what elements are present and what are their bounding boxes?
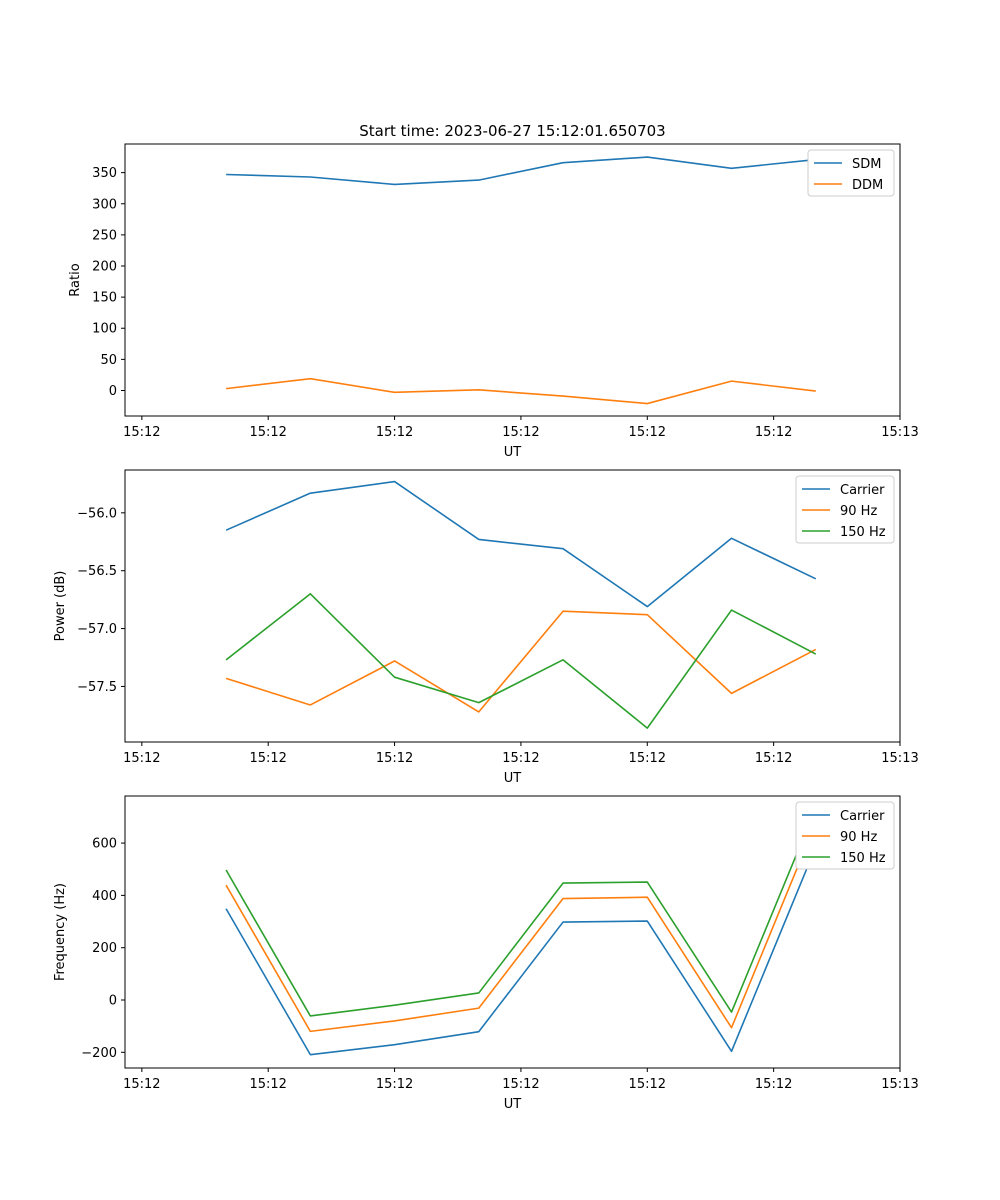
axes-frame bbox=[124, 469, 901, 743]
axes-2: 15:12 15:12 15:12 15:12 15:12 15:12 15:13 −57.5… bbox=[53, 469, 919, 786]
y-tick-label: −57.0 bbox=[77, 622, 117, 637]
x-tick-label: 15:12 bbox=[123, 751, 160, 766]
y-tick-label: −56.5 bbox=[77, 564, 117, 579]
legend: Carrier 90 Hz 150 Hz bbox=[795, 801, 895, 870]
y-tick-label: 0 bbox=[109, 994, 117, 1009]
series-line-90-hz bbox=[225, 610, 817, 713]
legend-entry-label: 150 Hz bbox=[840, 851, 886, 866]
x-tick-label: 15:12 bbox=[629, 425, 666, 440]
axes-3: 15:12 15:12 15:12 15:12 15:12 15:12 15:13 −200 0… bbox=[53, 795, 919, 1112]
y-tick-label: 100 bbox=[92, 322, 117, 337]
axes-1: 15:12 15:12 15:12 15:12 15:12 15:12 15:13 0 50 10… bbox=[68, 143, 919, 460]
series-line-carrier bbox=[225, 480, 817, 608]
axes-frame bbox=[124, 143, 901, 417]
y-tick-label: 200 bbox=[92, 259, 117, 274]
figure-title: Start time: 2023-06-27 15:12:01.650703 bbox=[359, 122, 665, 140]
series-line-150-hz bbox=[225, 807, 817, 1017]
x-tick-label: 15:12 bbox=[755, 751, 792, 766]
series-line-carrier bbox=[225, 846, 817, 1056]
x-tick-label: 15:13 bbox=[881, 1077, 918, 1092]
y-axis-label: Frequency (Hz) bbox=[53, 883, 68, 981]
legend: SDM DDM bbox=[807, 149, 895, 197]
y-axis-label: Power (dB) bbox=[53, 571, 68, 642]
y-tick-label: −57.5 bbox=[77, 680, 117, 695]
y-tick-label: 0 bbox=[109, 384, 117, 399]
x-tick-label: 15:12 bbox=[629, 1077, 666, 1092]
x-axis-label: UT bbox=[504, 771, 522, 786]
x-tick-label: 15:12 bbox=[123, 425, 160, 440]
x-axis-label: UT bbox=[504, 445, 522, 460]
legend-entry-label: SDM bbox=[852, 157, 881, 172]
series-line-90-hz bbox=[225, 822, 817, 1033]
x-tick-label: 15:12 bbox=[502, 1077, 539, 1092]
y-tick-label: 250 bbox=[92, 228, 117, 243]
y-tick-label: 300 bbox=[92, 197, 117, 212]
y-tick-label: −200 bbox=[81, 1046, 117, 1061]
legend-entry-label: 150 Hz bbox=[840, 525, 886, 540]
legend-entry-label: Carrier bbox=[840, 483, 885, 498]
x-tick-label: 15:12 bbox=[755, 425, 792, 440]
y-axis-label: Ratio bbox=[68, 263, 83, 296]
x-tick-label: 15:12 bbox=[376, 425, 413, 440]
axes-container: 15:12 15:12 15:12 15:12 15:12 15:12 15:13 0 50 10… bbox=[53, 143, 919, 1112]
y-tick-label: 350 bbox=[92, 166, 117, 181]
legend-box bbox=[795, 801, 895, 870]
x-tick-label: 15:12 bbox=[376, 751, 413, 766]
x-tick-label: 15:12 bbox=[629, 751, 666, 766]
legend-box bbox=[795, 475, 895, 544]
x-tick-label: 15:12 bbox=[502, 425, 539, 440]
legend: Carrier 90 Hz 150 Hz bbox=[795, 475, 895, 544]
x-tick-label: 15:12 bbox=[249, 751, 286, 766]
y-tick-label: 150 bbox=[92, 291, 117, 306]
series-line-sdm bbox=[226, 156, 816, 186]
legend-entry-label: 90 Hz bbox=[840, 504, 877, 519]
x-tick-label: 15:12 bbox=[123, 1077, 160, 1092]
y-tick-label: 200 bbox=[92, 941, 117, 956]
y-tick-label: −56.0 bbox=[77, 506, 117, 521]
legend-entry-label: 90 Hz bbox=[840, 830, 877, 845]
x-tick-label: 15:12 bbox=[376, 1077, 413, 1092]
x-tick-label: 15:13 bbox=[881, 425, 918, 440]
legend-entry-label: Carrier bbox=[840, 809, 885, 824]
y-tick-label: 400 bbox=[92, 889, 117, 904]
series-line-150-hz bbox=[225, 593, 817, 729]
y-tick-label: 50 bbox=[100, 353, 117, 368]
axes-frame bbox=[124, 795, 901, 1069]
series-line-ddm bbox=[225, 377, 816, 405]
x-tick-label: 15:12 bbox=[249, 1077, 286, 1092]
y-tick-label: 600 bbox=[92, 837, 117, 852]
x-tick-label: 15:12 bbox=[502, 751, 539, 766]
x-axis-label: UT bbox=[504, 1097, 522, 1112]
x-tick-label: 15:12 bbox=[249, 425, 286, 440]
x-tick-label: 15:12 bbox=[755, 1077, 792, 1092]
x-tick-label: 15:13 bbox=[881, 751, 918, 766]
legend-entry-label: DDM bbox=[852, 178, 883, 193]
